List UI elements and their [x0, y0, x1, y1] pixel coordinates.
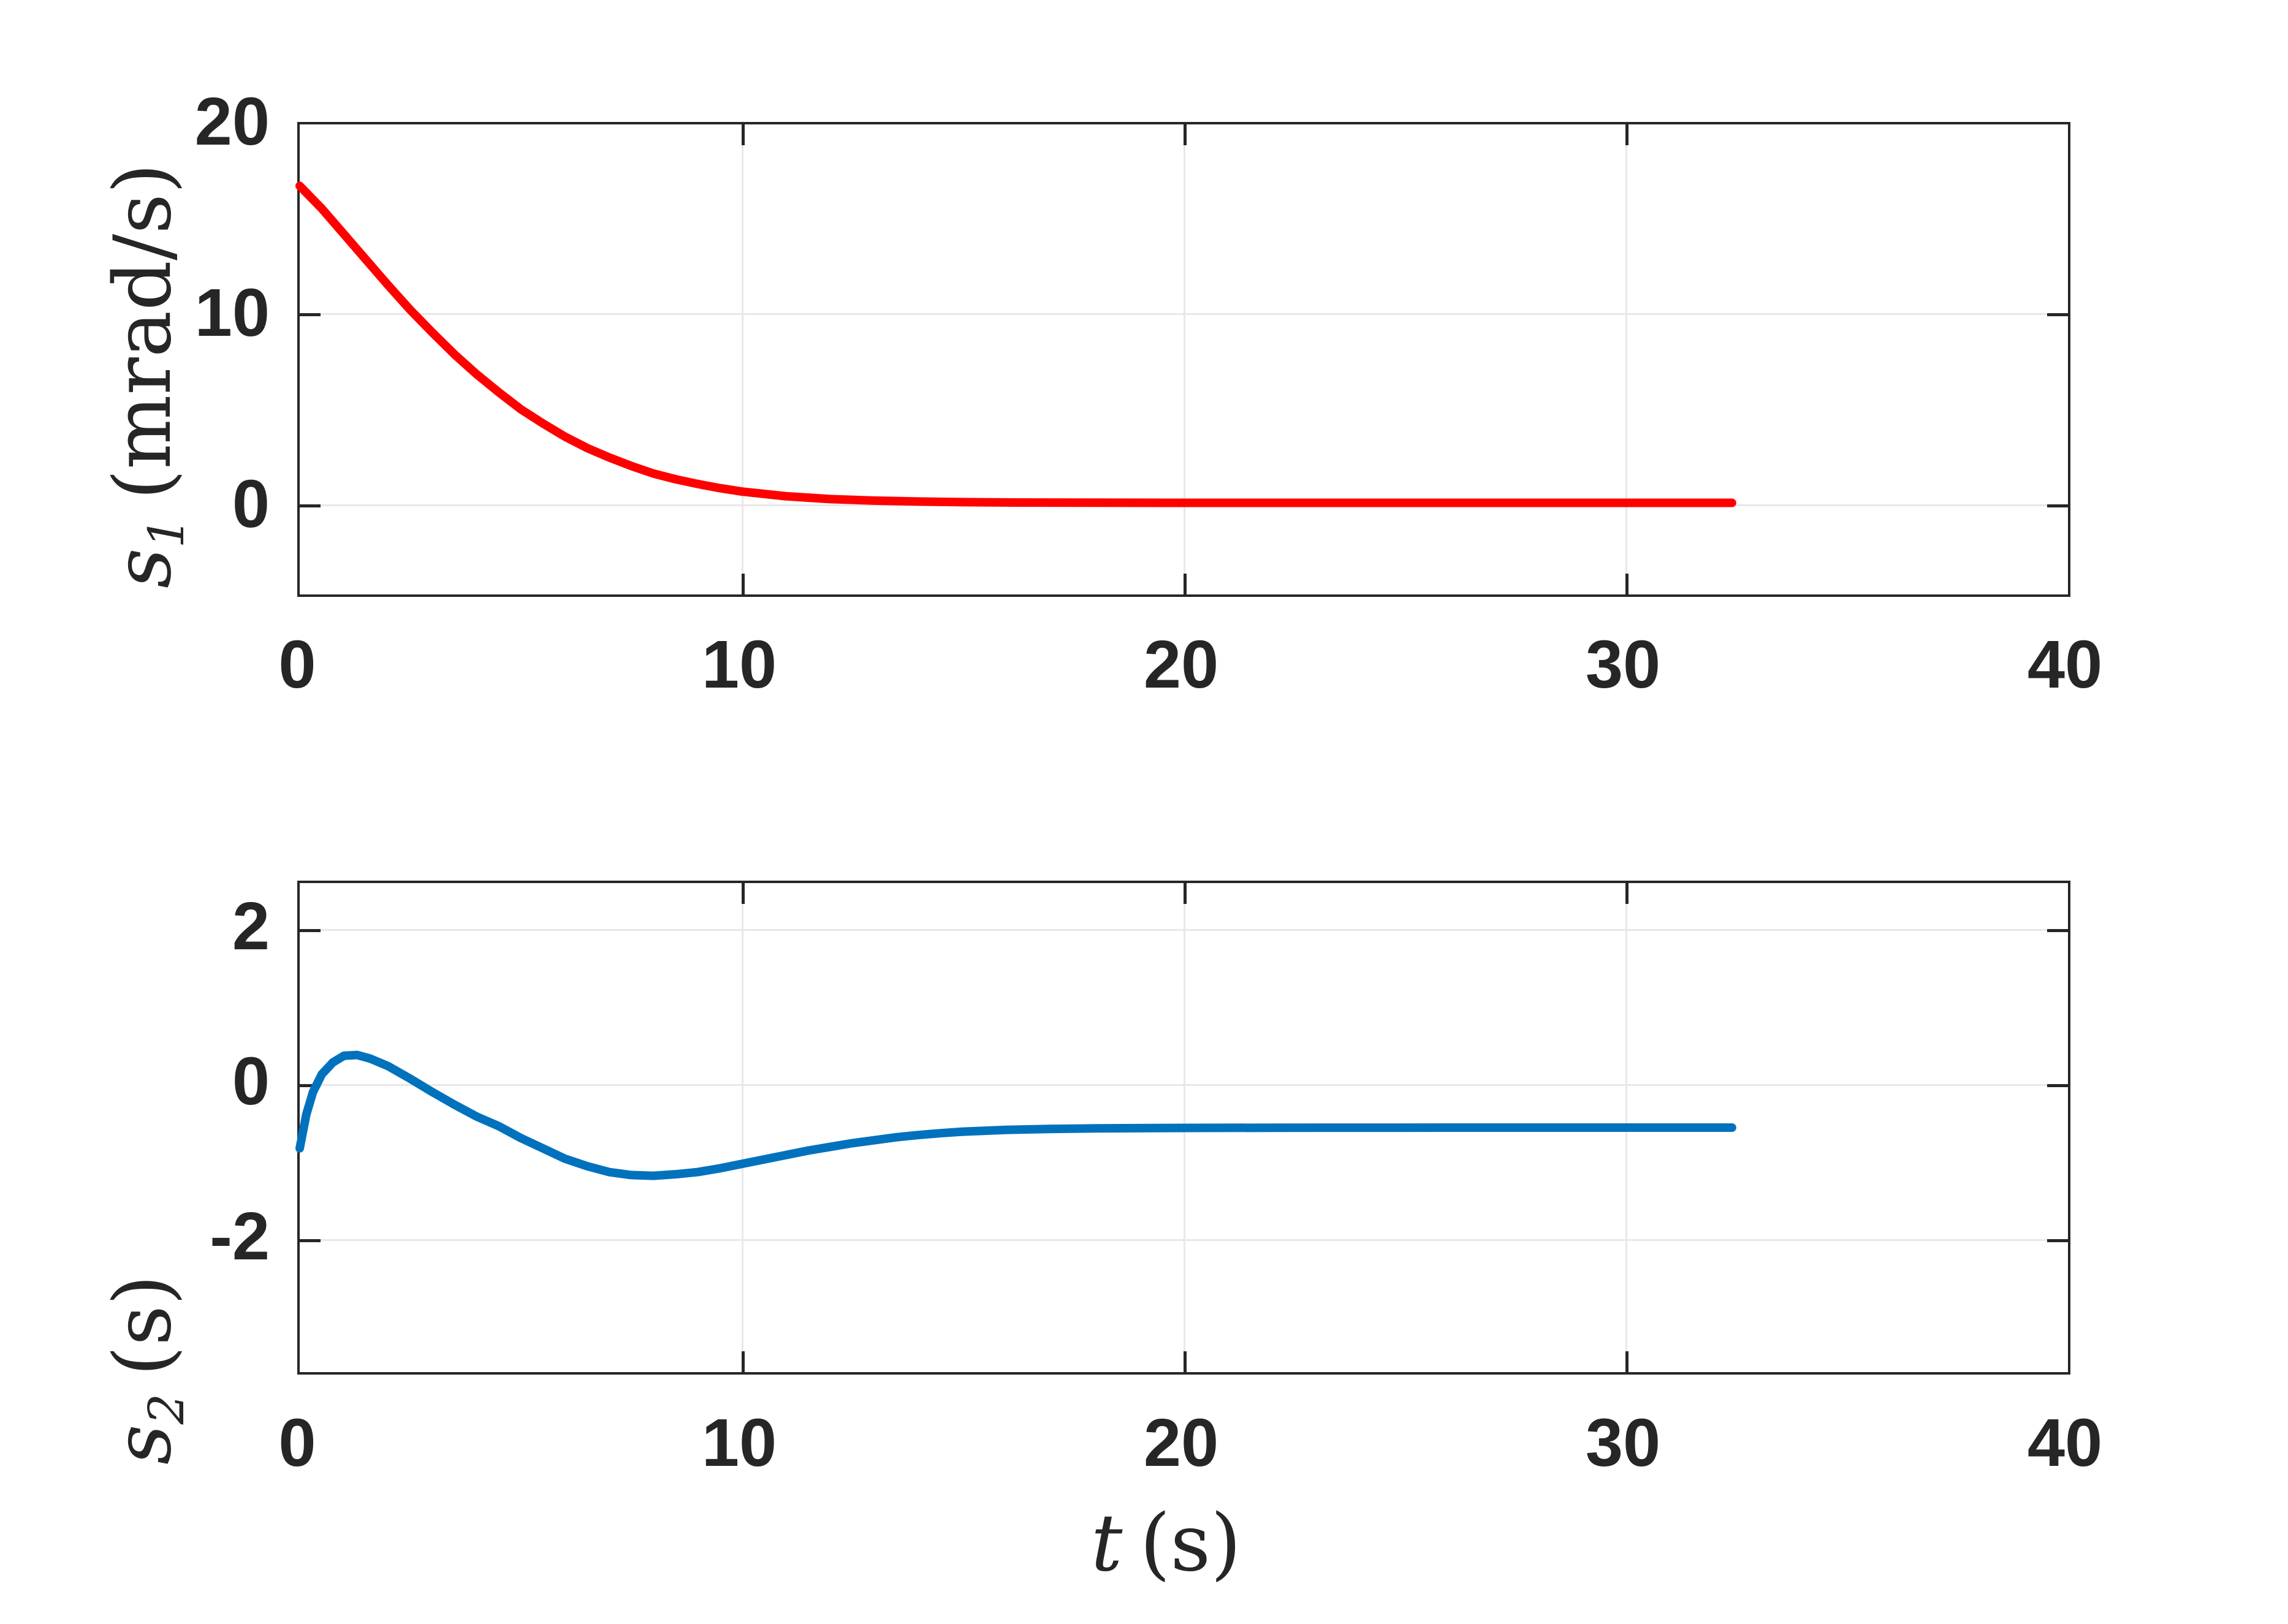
s2-xtick-label-0: 0 — [278, 1405, 316, 1481]
s1-panel: s1(mrad/s) 20 10 0 — [0, 0, 2288, 735]
s2-xtick-20-bottom — [1184, 1351, 1187, 1372]
s1-xtick-30-bottom — [1625, 574, 1629, 594]
s2-y-title-paren-open: ( — [97, 1345, 189, 1376]
s1-series-line — [295, 181, 1736, 507]
s1-ytick-10-right — [2047, 313, 2068, 316]
s1-axes-box — [295, 122, 2070, 597]
s1-xtick-10-top — [742, 124, 745, 145]
s1-plot-area — [295, 181, 1736, 507]
s2-xtick-label-20: 20 — [1143, 1405, 1219, 1481]
s1-xtick-label-10: 10 — [701, 627, 777, 702]
s2-series-line — [295, 1050, 1736, 1180]
s2-ytick-2-left — [300, 929, 321, 932]
s1-ytick-label-10: 10 — [194, 275, 270, 351]
s2-xtick-30-bottom — [1625, 1351, 1629, 1372]
x-title-paren-close: ) — [1211, 1498, 1242, 1589]
s1-y-title-var: s — [97, 548, 189, 588]
s2-ytick-neg2-right — [2047, 1239, 2068, 1242]
s1-xtick-label-40: 40 — [2027, 627, 2103, 702]
s1-xtick-20-bottom — [1184, 574, 1187, 594]
s1-ytick-10-left — [300, 313, 321, 316]
s2-xtick-30-top — [1625, 883, 1629, 904]
x-title-unit: s — [1170, 1498, 1211, 1589]
s2-ytick-label-neg2: -2 — [210, 1199, 270, 1274]
s1-gridline-x10 — [742, 124, 743, 594]
s1-xtick-30-top — [1625, 124, 1629, 145]
s2-y-title-paren-close: ) — [97, 1275, 189, 1306]
s2-gridline-x10 — [742, 883, 743, 1372]
s2-y-axis-title: s2(s) — [97, 1275, 195, 1465]
s2-panel: s2(s) 2 0 -2 — [0, 815, 2288, 1624]
s2-ytick-2-right — [2047, 929, 2068, 932]
s2-xtick-10-top — [742, 883, 745, 904]
s2-plot-area — [295, 1050, 1736, 1180]
s1-gridline-x20 — [1184, 124, 1185, 594]
s2-xtick-label-40: 40 — [2027, 1405, 2103, 1481]
s1-ytick-0-left — [300, 504, 321, 507]
s1-y-title-paren-close: ) — [97, 163, 189, 194]
s2-axes-box — [295, 881, 2070, 1375]
x-title-paren-open: ( — [1139, 1498, 1171, 1589]
s2-xtick-label-10: 10 — [701, 1405, 777, 1481]
s1-ytick-label-20: 20 — [194, 84, 270, 159]
s2-xtick-label-30: 30 — [1585, 1405, 1661, 1481]
s2-ytick-0-left — [300, 1084, 321, 1087]
s2-ytick-0-right — [2047, 1084, 2068, 1087]
s1-gridline-x30 — [1625, 124, 1627, 594]
s1-ytick-0-right — [2047, 504, 2068, 507]
s2-y-title-var: s — [97, 1424, 189, 1465]
s1-xtick-20-top — [1184, 124, 1187, 145]
s1-xtick-label-0: 0 — [278, 627, 316, 702]
s2-y-title-unit: s — [97, 1305, 189, 1346]
s2-ytick-label-2: 2 — [232, 889, 270, 964]
s1-xtick-label-30: 30 — [1585, 627, 1661, 702]
s2-xtick-10-bottom — [742, 1351, 745, 1372]
s2-ytick-label-0: 0 — [232, 1044, 270, 1119]
s2-ytick-neg2-left — [300, 1239, 321, 1242]
x-title-var: t — [1091, 1498, 1123, 1589]
s1-xtick-10-bottom — [742, 574, 745, 594]
s1-xtick-label-20: 20 — [1143, 627, 1219, 702]
s2-xtick-20-top — [1184, 883, 1187, 904]
s2-y-title-sub: 2 — [138, 1393, 196, 1425]
s1-ytick-label-0: 0 — [232, 466, 270, 542]
x-axis-title: t (s) — [1091, 1504, 1241, 1583]
